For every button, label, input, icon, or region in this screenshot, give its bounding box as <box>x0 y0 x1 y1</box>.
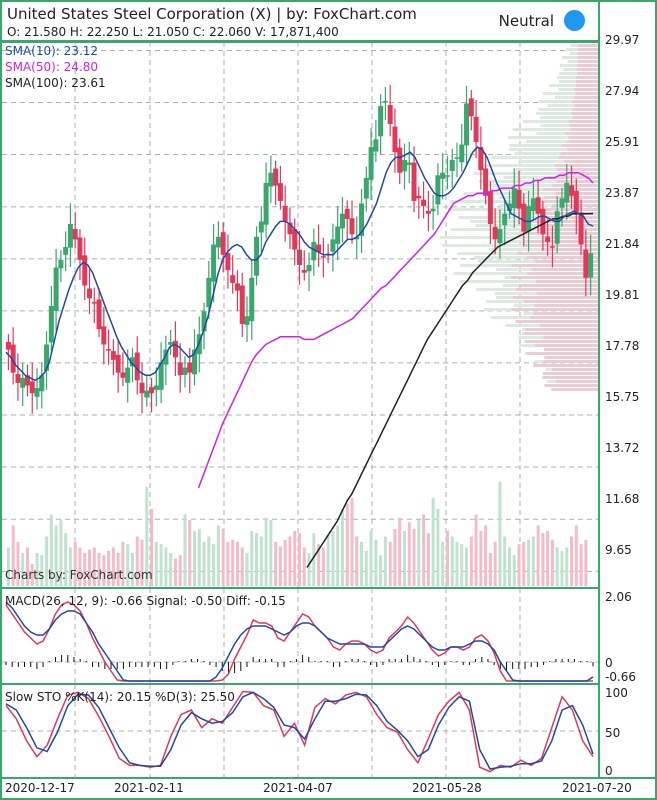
price-tick: 19.81 <box>605 288 640 302</box>
sto-tick: 0 <box>605 764 613 778</box>
price-tick: 17.78 <box>605 339 640 353</box>
date-tick: 2021-07-20 <box>562 781 632 795</box>
price-tick: 21.84 <box>605 237 640 251</box>
ohlc-readout: O: 21.580 H: 22.250 L: 21.050 C: 22.060 … <box>7 25 339 39</box>
price-tick: 27.94 <box>605 84 640 98</box>
price-tick: 13.72 <box>605 441 640 455</box>
date-tick: 2021-05-28 <box>412 781 482 795</box>
watermark: Charts by: FoxChart.com <box>5 568 153 582</box>
price-tick: 15.75 <box>605 390 640 404</box>
price-tick: 9.65 <box>605 543 632 557</box>
legend-sma50: SMA(50): 24.80 <box>5 60 99 74</box>
sentiment-indicator: Neutral <box>499 10 585 31</box>
legend-sma10: SMA(10): 23.12 <box>5 44 99 58</box>
sto-tick: 100 <box>605 686 628 700</box>
date-tick: 2021-02-11 <box>114 781 184 795</box>
macd-tick: -0.66 <box>605 670 637 684</box>
sto-tick: 50 <box>605 726 621 740</box>
macd-tick: 2.06 <box>605 590 632 604</box>
price-tick: 23.87 <box>605 186 640 200</box>
date-tick: 2020-12-17 <box>5 781 75 795</box>
macd-tick: 0 <box>605 656 613 670</box>
date-tick: 2021-04-07 <box>263 781 333 795</box>
price-tick: 25.91 <box>605 135 640 149</box>
sentiment-label: Neutral <box>498 11 554 30</box>
sto-label: Slow STO %K(14): 20.15 %D(3): 25.50 <box>5 690 235 704</box>
legend-sma100: SMA(100): 23.61 <box>5 76 106 90</box>
price-tick: 29.97 <box>605 33 640 47</box>
sentiment-dot-icon <box>564 10 585 31</box>
chart-title: United States Steel Corporation (X) | by… <box>7 5 417 23</box>
price-tick: 11.68 <box>605 492 640 506</box>
macd-label: MACD(26, 12, 9): -0.66 Signal: -0.50 Dif… <box>5 594 286 608</box>
